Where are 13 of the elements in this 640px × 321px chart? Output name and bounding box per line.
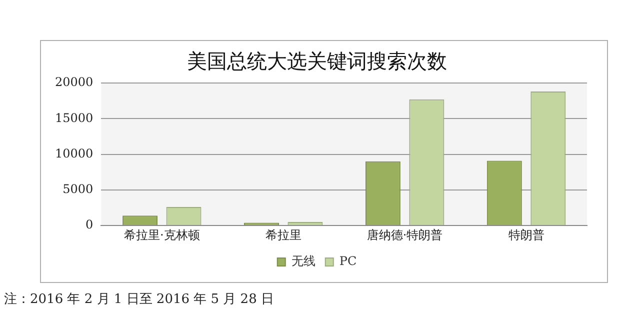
legend-label: PC bbox=[339, 254, 357, 268]
y-tick-label: 15000 bbox=[54, 110, 94, 125]
text: 注：2016 年 2 月 1 日至 2016 年 5 月 28 日 bbox=[4, 291, 274, 308]
y-tick-label: 10000 bbox=[54, 146, 94, 160]
x-tick-label: 希拉里 bbox=[265, 228, 302, 242]
y-tick-label: 0 bbox=[86, 218, 94, 232]
chart-title: 美国总统大选关键词搜索次数 bbox=[187, 49, 447, 74]
y-tick-label: 20000 bbox=[54, 75, 94, 90]
y-tick-label: 5000 bbox=[62, 182, 94, 196]
x-tick-label: 希拉里·克林顿 bbox=[124, 228, 200, 242]
x-tick-label: 唐纳德·特朗普 bbox=[366, 228, 443, 242]
x-tick-label: 特朗普 bbox=[508, 228, 544, 242]
legend-label: 无线 bbox=[291, 254, 316, 268]
